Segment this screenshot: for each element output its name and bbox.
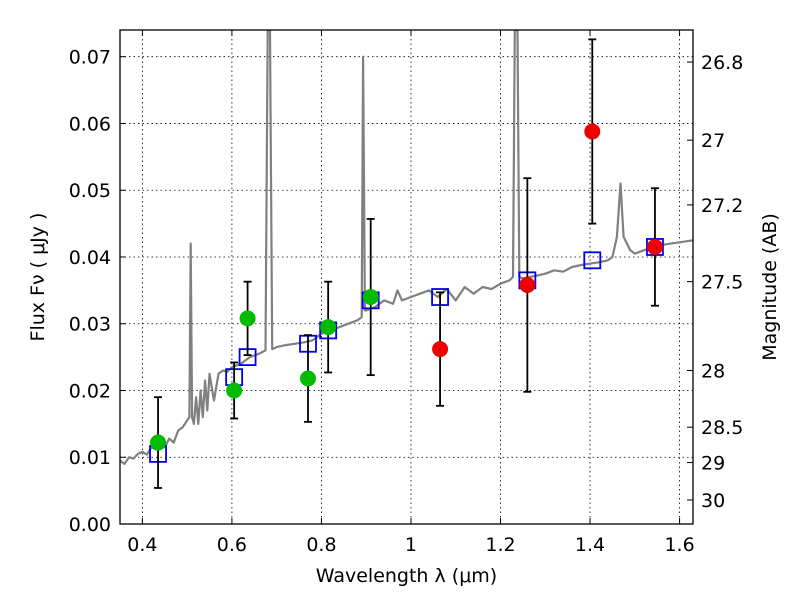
green-data-point bbox=[300, 370, 317, 387]
grid bbox=[120, 30, 693, 525]
x-tick-label: 1.6 bbox=[664, 534, 694, 556]
x-tick-label: 1.2 bbox=[485, 534, 515, 556]
spectrum-line-layer bbox=[120, 30, 693, 465]
red-data-point bbox=[646, 238, 663, 255]
x-tick-label: 0.8 bbox=[306, 534, 336, 556]
model-flux-square bbox=[583, 251, 602, 270]
red-data-point bbox=[432, 341, 449, 358]
markers-layer bbox=[149, 38, 664, 489]
green-data-point bbox=[239, 310, 256, 327]
x-tick-label: 0.4 bbox=[127, 534, 157, 556]
y-tick-label: 0.03 bbox=[69, 314, 111, 336]
y-tick-label: 0.05 bbox=[69, 180, 111, 202]
green-data-point bbox=[150, 434, 167, 451]
red-data-point bbox=[584, 123, 601, 140]
x-axis-label: Wavelength λ (μm) bbox=[316, 565, 497, 587]
spectrum-line bbox=[120, 30, 693, 465]
y-tick-label: 0.01 bbox=[69, 447, 111, 469]
plot-frame bbox=[119, 29, 694, 525]
red-data-point bbox=[519, 277, 536, 294]
green-data-point bbox=[226, 382, 243, 399]
y-tick-label: 0.07 bbox=[69, 47, 111, 69]
y-tick-label: 0.00 bbox=[69, 514, 111, 536]
y-axis-label: Flux Fν ( μJy ) bbox=[27, 213, 49, 342]
x-tick-label: 0.6 bbox=[217, 534, 247, 556]
y-tick-label: 0.04 bbox=[69, 247, 111, 269]
right-tick-label: 28 bbox=[701, 360, 725, 382]
right-tick-label: 27.5 bbox=[701, 272, 743, 294]
right-tick-label: 26.8 bbox=[701, 52, 743, 74]
x-tick-label: 1 bbox=[405, 534, 417, 556]
y-tick-label: 0.02 bbox=[69, 380, 111, 402]
right-tick-label: 29 bbox=[701, 453, 725, 475]
green-data-point bbox=[362, 289, 379, 306]
green-data-point bbox=[320, 319, 337, 336]
right-tick-label: 30 bbox=[701, 490, 725, 512]
y-tick-label: 0.06 bbox=[69, 113, 111, 135]
x-tick-label: 1.4 bbox=[575, 534, 605, 556]
right-tick-label: 28.5 bbox=[701, 417, 743, 439]
ticks-layer: 0.4 0.6 0.8 1 1.2 1.4 1.6 0.00 0.01 0.02 0.03 0.04 0… bbox=[69, 30, 743, 556]
right-tick-label: 27.2 bbox=[701, 195, 743, 217]
right-axis-label: Magnitude (AB) bbox=[759, 213, 781, 361]
right-tick-label: 27 bbox=[701, 130, 725, 152]
